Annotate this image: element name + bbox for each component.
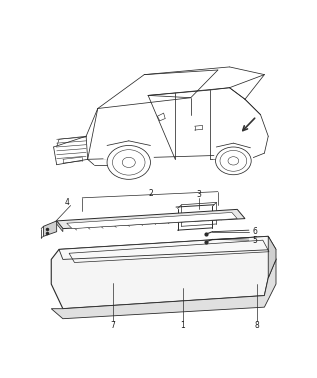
- Polygon shape: [51, 259, 276, 319]
- Text: 6: 6: [253, 227, 257, 236]
- Polygon shape: [51, 236, 276, 309]
- Polygon shape: [59, 236, 276, 259]
- Text: 8: 8: [254, 321, 259, 330]
- Text: 3: 3: [196, 190, 201, 199]
- Polygon shape: [213, 143, 254, 159]
- Text: 4: 4: [64, 198, 69, 207]
- Text: 5: 5: [253, 235, 257, 245]
- Polygon shape: [103, 141, 154, 159]
- Ellipse shape: [216, 147, 251, 175]
- Text: 7: 7: [111, 321, 116, 330]
- Polygon shape: [67, 212, 237, 229]
- Text: 1: 1: [181, 321, 185, 330]
- Text: 2: 2: [148, 189, 153, 198]
- Polygon shape: [43, 221, 57, 236]
- Polygon shape: [268, 236, 276, 278]
- Polygon shape: [57, 209, 245, 229]
- Ellipse shape: [107, 146, 151, 179]
- Polygon shape: [57, 221, 63, 232]
